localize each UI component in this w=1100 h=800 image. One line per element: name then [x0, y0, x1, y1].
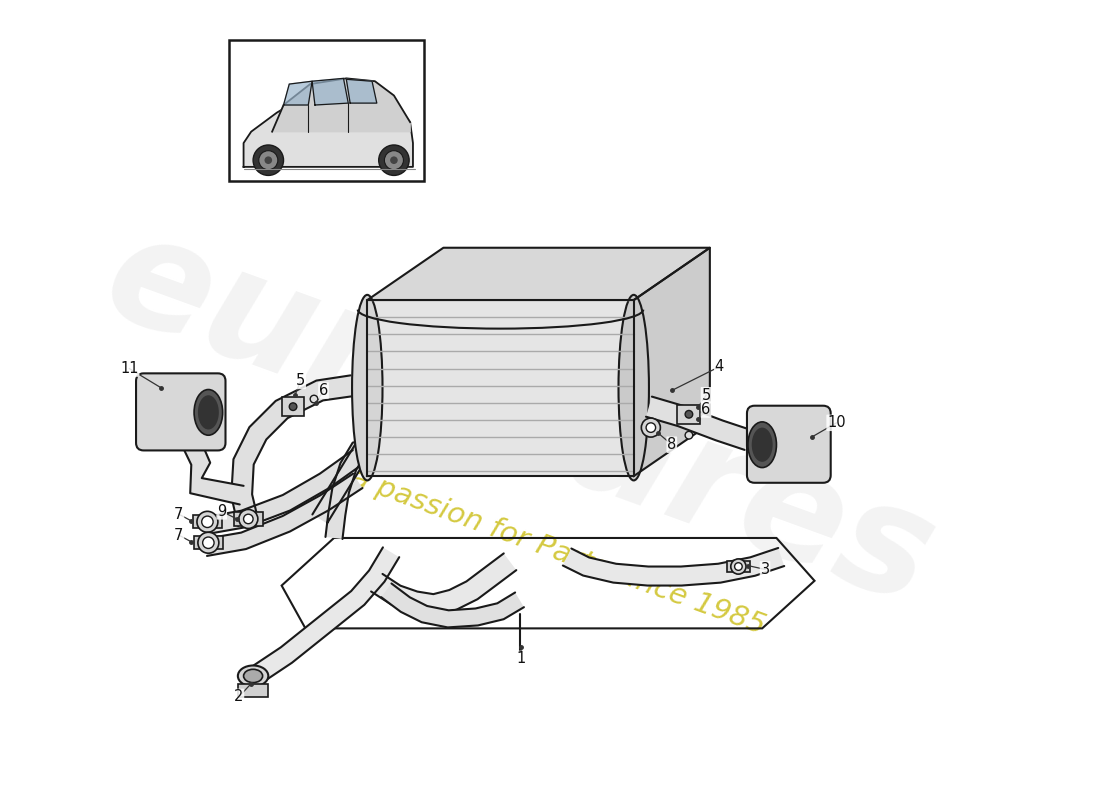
Circle shape	[289, 403, 297, 410]
Polygon shape	[312, 429, 380, 539]
Circle shape	[685, 431, 693, 439]
Polygon shape	[367, 248, 710, 300]
Bar	[238, 683, 268, 697]
Polygon shape	[284, 82, 312, 105]
Circle shape	[735, 562, 743, 570]
FancyBboxPatch shape	[747, 406, 830, 482]
Text: 9: 9	[217, 504, 227, 519]
Ellipse shape	[352, 295, 383, 481]
Circle shape	[198, 532, 219, 554]
Text: 1: 1	[517, 651, 526, 666]
Circle shape	[202, 537, 215, 549]
Polygon shape	[563, 548, 784, 586]
Ellipse shape	[618, 295, 649, 481]
Polygon shape	[634, 248, 710, 476]
Ellipse shape	[194, 390, 222, 435]
Bar	[678, 405, 701, 424]
Circle shape	[243, 514, 253, 524]
Text: 2: 2	[234, 690, 243, 704]
Polygon shape	[204, 474, 363, 556]
Polygon shape	[183, 439, 243, 505]
Circle shape	[197, 511, 218, 532]
Text: euroPares: euroPares	[86, 201, 953, 638]
Circle shape	[646, 423, 656, 432]
Polygon shape	[646, 397, 751, 450]
Circle shape	[730, 559, 746, 574]
Polygon shape	[371, 554, 516, 615]
Circle shape	[384, 150, 404, 170]
Bar	[282, 397, 305, 416]
Polygon shape	[367, 300, 634, 476]
Circle shape	[641, 418, 660, 437]
Circle shape	[258, 150, 278, 170]
Ellipse shape	[198, 395, 219, 430]
Circle shape	[239, 510, 257, 529]
FancyBboxPatch shape	[136, 374, 226, 450]
Polygon shape	[204, 450, 363, 534]
Text: 4: 4	[715, 359, 724, 374]
Ellipse shape	[238, 666, 268, 686]
Polygon shape	[231, 375, 353, 526]
Text: 11: 11	[120, 361, 139, 376]
Bar	[727, 561, 750, 572]
Polygon shape	[312, 78, 349, 105]
Bar	[234, 512, 263, 526]
Polygon shape	[243, 94, 412, 167]
Circle shape	[310, 395, 318, 403]
Text: 10: 10	[827, 415, 846, 430]
Text: 5: 5	[296, 374, 306, 389]
Circle shape	[253, 145, 284, 175]
Polygon shape	[272, 78, 410, 132]
Ellipse shape	[748, 422, 777, 467]
Text: a passion for Parts since 1985: a passion for Parts since 1985	[346, 464, 769, 641]
Circle shape	[685, 410, 693, 418]
Text: 3: 3	[760, 562, 770, 577]
Circle shape	[201, 516, 213, 527]
Polygon shape	[382, 583, 524, 627]
Polygon shape	[253, 547, 399, 682]
Text: 6: 6	[319, 383, 328, 398]
Polygon shape	[346, 79, 377, 103]
Ellipse shape	[243, 670, 263, 682]
Circle shape	[390, 156, 398, 164]
Text: 7: 7	[174, 528, 184, 542]
Text: 8: 8	[668, 438, 676, 452]
Text: 6: 6	[702, 402, 711, 417]
Bar	[194, 515, 222, 529]
Bar	[229, 40, 425, 181]
Ellipse shape	[751, 427, 772, 462]
Bar	[194, 536, 222, 550]
Text: 7: 7	[174, 506, 184, 522]
Circle shape	[264, 156, 272, 164]
Circle shape	[378, 145, 409, 175]
Text: 5: 5	[702, 388, 711, 402]
